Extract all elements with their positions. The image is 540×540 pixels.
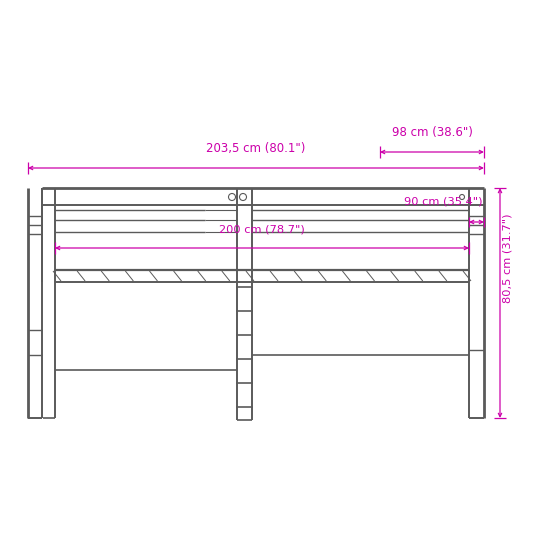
Text: 80,5 cm (31.7"): 80,5 cm (31.7") bbox=[503, 213, 513, 303]
Text: 98 cm (38.6"): 98 cm (38.6") bbox=[392, 126, 472, 139]
Text: 90 cm (35.4"): 90 cm (35.4") bbox=[403, 196, 482, 206]
Text: 203,5 cm (80.1"): 203,5 cm (80.1") bbox=[206, 142, 306, 155]
Text: 200 cm (78.7"): 200 cm (78.7") bbox=[219, 225, 305, 235]
